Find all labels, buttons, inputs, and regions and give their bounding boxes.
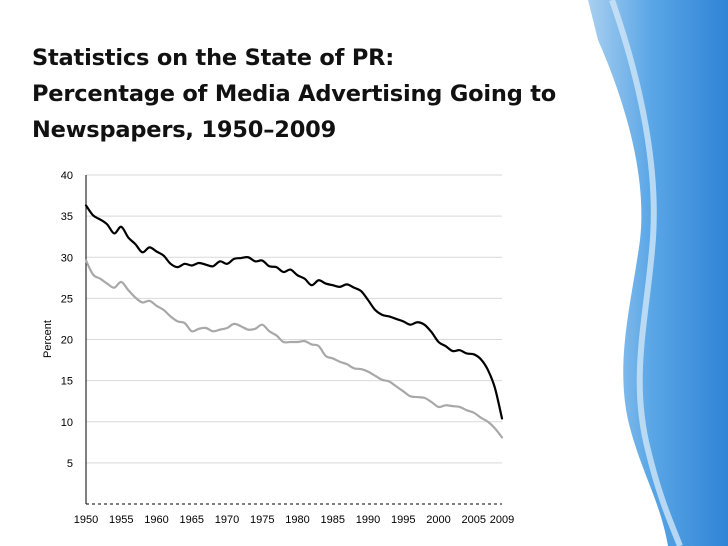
x-tick-label: 1965 [180,514,204,526]
x-tick-label: 1960 [144,514,168,526]
chart-gridlines [86,174,502,464]
series-line-black [84,204,504,420]
slide-title: Statistics on the State of PR: Percentag… [32,40,632,148]
x-tick-label: 1970 [215,514,239,526]
y-tick-label: 10 [61,417,73,429]
series-line-gray [84,259,504,439]
chart-axes [85,175,502,505]
chart-series [84,204,504,439]
x-tick-label: 1985 [321,514,345,526]
y-axis-label: Percent [42,320,54,358]
y-tick-label: 20 [61,335,73,347]
right-edge-highlight [609,0,683,546]
x-tick-label: 1980 [285,514,309,526]
y-tick-label: 25 [61,293,73,305]
slide-title-line-3: Newspapers, 1950–2009 [32,117,337,143]
right-edge-blue-band [588,0,728,546]
x-tick-label: 1990 [356,514,380,526]
x-tick-label: 1950 [74,514,98,526]
y-tick-label: 35 [61,211,73,223]
x-tick-label: 1975 [250,514,274,526]
slide-title-line-1: Statistics on the State of PR: [32,45,395,71]
y-tick-label: 30 [61,252,73,264]
x-tick-label: 2009 [490,514,514,526]
y-tick-label: 40 [61,170,73,182]
x-tick-label: 1955 [109,514,133,526]
x-tick-label: 1995 [391,514,415,526]
slide-title-line-2: Percentage of Media Advertising Going to [32,81,557,107]
x-tick-label: 2000 [426,514,450,526]
chart-labels: 5 10 15 20 25 30 35 40 1950 1955 1960 1965 1970 1975 1… [61,170,514,526]
y-tick-label: 15 [61,376,73,388]
y-tick-label: 5 [67,458,73,470]
x-tick-label: 2005 [462,514,486,526]
